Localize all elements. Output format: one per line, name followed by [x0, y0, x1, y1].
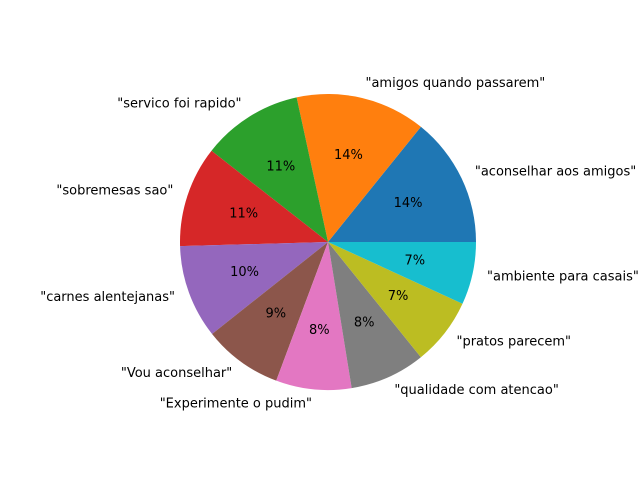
- percent-labels-layer: 14% 14% 11% 11% 10% 9% 8% 8% 7% 7%: [229, 148, 425, 338]
- slice-percent-label: 8%: [309, 323, 330, 338]
- slice-category-label: "aconselhar aos amigos": [475, 164, 636, 179]
- slice-percent-label: 7%: [404, 253, 425, 268]
- slice-percent-label: 8%: [354, 316, 375, 331]
- slice-percent-label: 14%: [394, 196, 423, 211]
- slice-category-label: "qualidade com atencao": [394, 383, 559, 398]
- pie-slice: [328, 242, 421, 389]
- slice-category-label: "servico foi rapido": [117, 97, 241, 112]
- pie-slice: [296, 94, 421, 242]
- pie-slice: [328, 126, 476, 242]
- pie-slice: [276, 242, 352, 390]
- pie-slice: [211, 97, 328, 242]
- slice-category-label: "ambiente para casais": [487, 269, 639, 284]
- slice-category-label: "carnes alentejanas": [40, 290, 175, 305]
- slice-category-label: "Experimente o pudim": [160, 397, 312, 412]
- slice-category-label: "amigos quando passarem": [365, 76, 545, 91]
- slice-percent-label: 11%: [229, 207, 258, 222]
- slice-labels-layer: "aconselhar aos amigos" "amigos quando pa…: [40, 76, 639, 411]
- pie-slice: [328, 242, 476, 304]
- pie-slice: [212, 242, 328, 381]
- slice-category-label: "Vou aconselhar": [121, 366, 232, 381]
- slice-category-label: "sobremesas sao": [56, 184, 173, 199]
- slice-category-label: "pratos parecem": [456, 334, 571, 349]
- slice-percent-label: 7%: [388, 289, 409, 304]
- slices-layer: [180, 94, 476, 390]
- slice-percent-label: 11%: [266, 159, 295, 174]
- pie-slice: [180, 150, 328, 247]
- slice-percent-label: 9%: [265, 306, 286, 321]
- pie-slice: [180, 242, 328, 334]
- pie-slice: [328, 242, 463, 358]
- slice-percent-label: 10%: [230, 265, 259, 280]
- slice-percent-label: 14%: [334, 148, 363, 163]
